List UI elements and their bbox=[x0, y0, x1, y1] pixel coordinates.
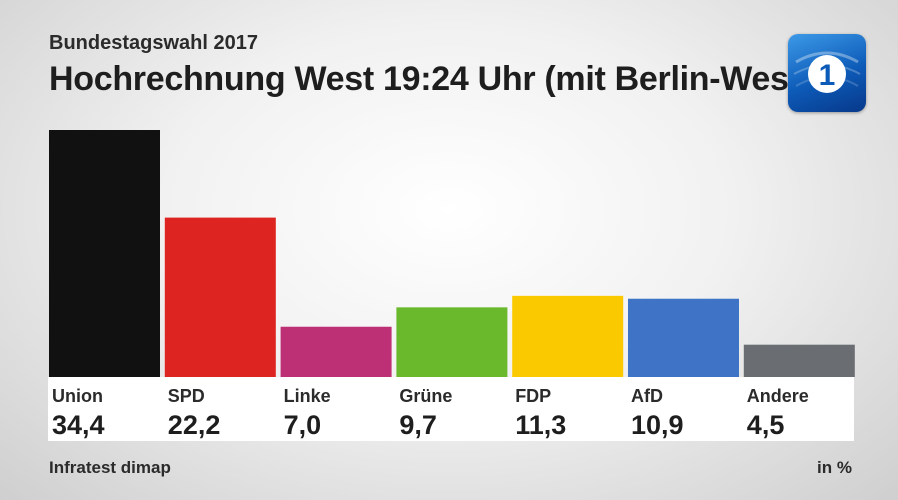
value-label: 7,0 bbox=[284, 410, 322, 440]
value-label: 11,3 bbox=[515, 410, 566, 440]
bar-spd bbox=[164, 217, 276, 377]
chart-supertitle: Bundestagswahl 2017 bbox=[49, 32, 258, 54]
category-label: Grüne bbox=[399, 386, 452, 406]
value-label: 10,9 bbox=[631, 410, 684, 440]
chart-title: Hochrechnung West 19:24 Uhr (mit Berlin-… bbox=[49, 60, 794, 98]
logo-glyph: 1 bbox=[819, 59, 836, 92]
bar-union bbox=[49, 130, 160, 377]
category-label: Linke bbox=[284, 386, 331, 406]
bar-grüne bbox=[396, 307, 508, 377]
category-label: Andere bbox=[747, 386, 809, 406]
ard-logo-icon: 1 bbox=[788, 34, 866, 112]
unit-label: in % bbox=[817, 458, 852, 477]
bar-linke bbox=[280, 326, 392, 377]
value-label: 4,5 bbox=[747, 410, 785, 440]
bar-fdp bbox=[512, 295, 624, 377]
bar-andere bbox=[743, 344, 855, 377]
labels-panel bbox=[48, 377, 854, 441]
category-label: SPD bbox=[168, 386, 205, 406]
source-label: Infratest dimap bbox=[49, 458, 171, 477]
category-label: AfD bbox=[631, 386, 663, 406]
value-label: 22,2 bbox=[168, 410, 221, 440]
category-label: FDP bbox=[515, 386, 551, 406]
bar-afd bbox=[628, 298, 739, 377]
category-label: Union bbox=[52, 386, 103, 406]
value-label: 9,7 bbox=[399, 410, 437, 440]
value-label: 34,4 bbox=[52, 410, 105, 440]
